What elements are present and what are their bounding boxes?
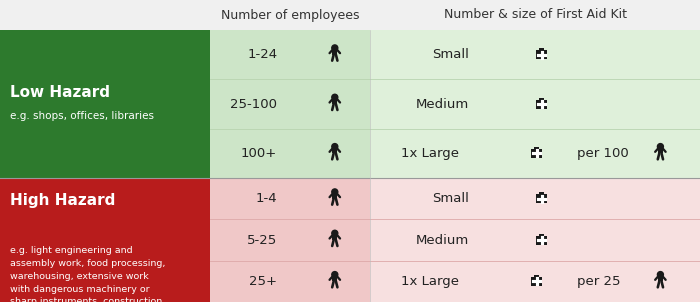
- Text: 1-24: 1-24: [247, 48, 277, 61]
- Bar: [540, 192, 544, 194]
- Bar: [536, 99, 547, 108]
- Bar: [531, 149, 542, 158]
- Bar: [332, 275, 337, 281]
- Text: 25-100: 25-100: [230, 98, 277, 111]
- Text: e.g. shops, offices, libraries: e.g. shops, offices, libraries: [10, 111, 154, 121]
- Bar: [332, 147, 337, 153]
- Text: 25+: 25+: [249, 275, 277, 288]
- Text: Medium: Medium: [416, 233, 469, 246]
- Circle shape: [657, 143, 664, 149]
- Text: Low Hazard: Low Hazard: [10, 85, 110, 100]
- Circle shape: [332, 94, 338, 100]
- Bar: [332, 49, 337, 55]
- Bar: [531, 277, 542, 286]
- Bar: [0, 30, 210, 178]
- Bar: [370, 30, 700, 178]
- Text: per 25: per 25: [577, 275, 620, 288]
- Bar: [332, 234, 337, 240]
- Bar: [332, 193, 337, 199]
- Circle shape: [332, 45, 338, 51]
- Bar: [540, 98, 544, 100]
- Text: Medium: Medium: [416, 98, 469, 111]
- Text: per 100: per 100: [577, 147, 629, 160]
- Bar: [536, 50, 547, 59]
- Text: 5-25: 5-25: [247, 233, 277, 246]
- Circle shape: [657, 271, 664, 278]
- Text: 1x Large: 1x Large: [401, 147, 459, 160]
- Text: Number of employees: Number of employees: [220, 8, 359, 21]
- Circle shape: [332, 230, 338, 236]
- Circle shape: [332, 189, 338, 195]
- Text: Small: Small: [432, 48, 469, 61]
- Bar: [0, 0, 700, 30]
- Circle shape: [332, 143, 338, 149]
- Bar: [536, 194, 547, 203]
- Bar: [210, 178, 370, 302]
- Bar: [534, 275, 539, 277]
- Bar: [536, 236, 547, 245]
- Bar: [332, 98, 337, 104]
- Bar: [658, 275, 663, 281]
- Bar: [658, 147, 663, 153]
- Text: High Hazard: High Hazard: [10, 192, 116, 207]
- Text: 1x Large: 1x Large: [401, 275, 459, 288]
- Text: 100+: 100+: [241, 147, 277, 160]
- Text: Small: Small: [432, 192, 469, 205]
- Text: e.g. light engineering and
assembly work, food processing,
warehousing, extensiv: e.g. light engineering and assembly work…: [10, 246, 165, 302]
- Bar: [0, 178, 210, 302]
- Bar: [540, 48, 544, 50]
- Text: Number & size of First Aid Kit: Number & size of First Aid Kit: [444, 8, 626, 21]
- Bar: [370, 178, 700, 302]
- Bar: [540, 234, 544, 236]
- Circle shape: [332, 271, 338, 278]
- Bar: [210, 30, 370, 178]
- Bar: [534, 147, 539, 149]
- Text: 1-4: 1-4: [256, 192, 277, 205]
